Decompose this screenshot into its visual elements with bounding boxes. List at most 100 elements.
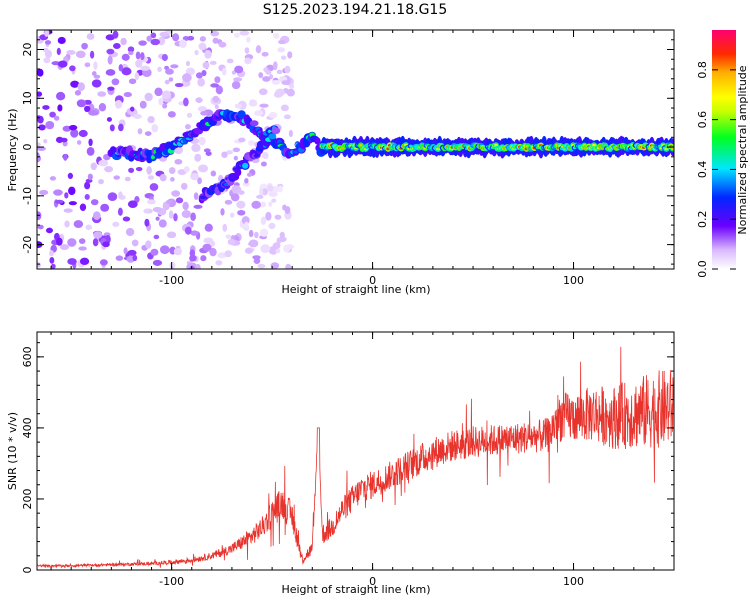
heatmap-noise-cell (49, 176, 57, 181)
heatmap-noise-cell (56, 91, 66, 101)
heatmap-noise-cell (151, 124, 159, 133)
heatmap-noise-cell (90, 162, 97, 171)
heatmap-noise-cell (248, 100, 258, 107)
heatmap-noise-cell (68, 186, 76, 196)
colorbar: 0.0 0.2 0.4 0.6 0.8 Normalized spectral ampl… (696, 30, 749, 278)
heatmap-noise-cell (173, 247, 182, 256)
heatmap-noise-cell (200, 255, 207, 262)
heatmap-noise-cell (239, 30, 250, 36)
heatmap-noise-cell (99, 259, 108, 266)
heatmap-noise-cell (121, 67, 132, 76)
heatmap-noise-cell (42, 47, 49, 53)
heatmap-noise-cell (130, 106, 135, 112)
heatmap-noise-cell (244, 221, 249, 230)
heatmap-noise-cell (135, 166, 143, 172)
heatmap-noise-cell (60, 244, 70, 251)
heatmap-y-axis-label: Frequency (Hz) (6, 109, 19, 192)
heatmap-noise-cell (204, 223, 213, 232)
heatmap-noise-cell (49, 256, 55, 264)
heatmap-noise-cell (257, 263, 266, 269)
heatmap-noise-cell (70, 129, 79, 138)
x-tick-label: -100 (159, 274, 184, 287)
heatmap-noise-cell (146, 166, 152, 175)
heatmap-noise-cell (244, 178, 249, 184)
y-tick-label: -10 (21, 187, 34, 205)
heatmap-noise-cell (174, 82, 184, 88)
heatmap-noise-cell (158, 219, 167, 228)
heatmap-noise-cell (44, 40, 52, 45)
heatmap-noise-cell (161, 90, 172, 100)
heatmap-noise-cell (268, 246, 278, 255)
heatmap-noise-cell (259, 228, 269, 237)
heatmap-noise-cell (79, 203, 87, 211)
heatmap-noise-cell (217, 252, 227, 259)
heatmap-noise-cell (174, 159, 183, 165)
heatmap-noise-cell (220, 208, 225, 216)
y-tick-label: 600 (21, 346, 34, 367)
heatmap-noise-cell (98, 159, 109, 167)
heatmap-noise-cell (51, 61, 61, 66)
heatmap-noise-cell (198, 136, 206, 146)
heatmap-noise-cell (37, 68, 44, 77)
heatmap-noise-cell (92, 238, 99, 247)
heatmap-noise-cell (44, 30, 50, 37)
heatmap-noise-cell (128, 78, 137, 85)
heatmap-noise-cell (234, 103, 242, 109)
heatmap-noise-cell (127, 200, 138, 208)
heatmap-noise-cell (67, 238, 77, 247)
heatmap-noise-cell (107, 86, 115, 91)
heatmap-noise-cell (68, 201, 77, 206)
y-tick-label: 400 (21, 417, 34, 438)
heatmap-noise-cell (195, 263, 201, 269)
heatmap-noise-cell (197, 177, 202, 185)
heatmap-noise-cell (248, 239, 259, 248)
heatmap-noise-cell (153, 234, 160, 240)
heatmap-noise-cell (86, 33, 95, 40)
heatmap-noise-cell (37, 224, 44, 230)
heatmap-noise-cell (210, 30, 220, 37)
heatmap-noise-cell (58, 60, 68, 68)
heatmap-noise-cell (168, 210, 174, 219)
heatmap-noise-cell (78, 238, 86, 244)
heatmap-noise-cell (194, 153, 202, 162)
heatmap-noise-cell (244, 47, 250, 54)
heatmap-noise-cell (109, 124, 115, 132)
colorbar-tick-label: 0.0 (696, 260, 709, 278)
heatmap-noise-cell (39, 189, 49, 196)
snr-series-line (37, 346, 674, 569)
heatmap-noise-cell (259, 103, 269, 108)
heatmap-noise-cell (91, 79, 102, 88)
heatmap-noise-cell (86, 147, 95, 156)
heatmap-ridge-cell (249, 120, 259, 127)
heatmap-ridge-cell (234, 168, 242, 177)
heatmap-noise-cell (242, 181, 250, 187)
heatmap-noise-cell (140, 65, 150, 71)
heatmap-noise-cell (183, 97, 189, 107)
heatmap-cells (37, 30, 674, 269)
heatmap-noise-cell (215, 85, 223, 95)
heatmap-noise-cell (199, 36, 206, 42)
heatmap-noise-cell (180, 182, 188, 190)
heatmap-noise-cell (85, 224, 93, 231)
colorbar-gradient (712, 30, 736, 269)
heatmap-noise-cell (224, 199, 233, 205)
heatmap-noise-cell (164, 79, 170, 85)
heatmap-noise-cell (230, 193, 240, 202)
heatmap-noise-cell (149, 183, 159, 191)
heatmap-noise-cell (282, 244, 291, 253)
heatmap-noise-cell (218, 41, 227, 48)
heatmap-noise-cell (49, 250, 54, 257)
heatmap-noise-cell (288, 129, 293, 138)
heatmap-noise-cell (274, 214, 282, 220)
snr-y-axis-label: SNR (10 * v/v) (6, 412, 19, 490)
heatmap-noise-cell (181, 210, 192, 219)
heatmap-noise-cell (135, 59, 143, 68)
heatmap-noise-cell (112, 221, 120, 227)
heatmap-noise-cell (214, 104, 219, 110)
heatmap-noise-cell (88, 110, 99, 116)
y-tick-label: -20 (21, 236, 34, 254)
heatmap-noise-cell (248, 229, 254, 238)
snr-background (37, 332, 674, 570)
